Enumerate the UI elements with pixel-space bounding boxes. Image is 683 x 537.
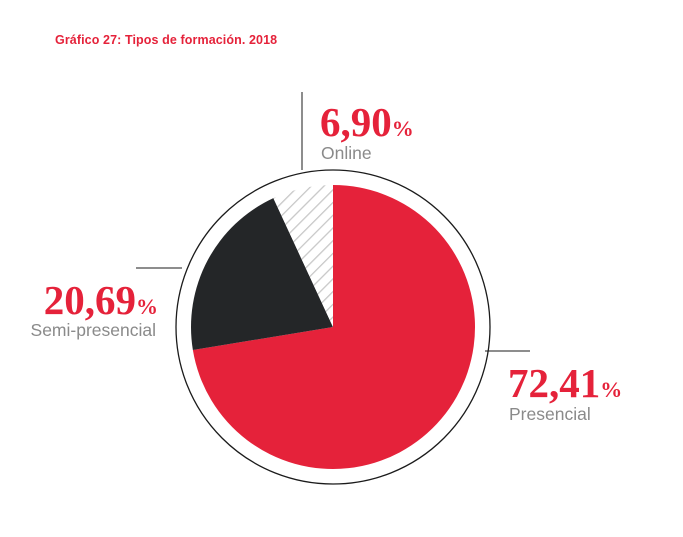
value-number-presencial: 72,41 <box>508 360 600 406</box>
value-number-online: 6,90 <box>320 99 392 145</box>
value-unit-online: % <box>392 116 414 141</box>
pie-slice-presencial <box>192 185 476 469</box>
value-label-online: 6,90% <box>320 99 414 145</box>
value-unit-presencial: % <box>600 377 622 402</box>
pie-slice-semi-presencial <box>191 198 333 351</box>
chart-title: Gráfico 27: Tipos de formación. 2018 <box>55 33 278 47</box>
value-label-semi-presencial: 20,69% <box>44 277 158 323</box>
value-unit-semi-presencial: % <box>136 294 158 319</box>
value-label-presencial: 72,41% <box>508 360 622 406</box>
category-label-semi-presencial: Semi-presencial <box>31 320 156 340</box>
pie-slice-online <box>273 185 333 327</box>
category-label-presencial: Presencial <box>509 404 591 424</box>
category-label-online: Online <box>321 143 372 163</box>
value-number-semi-presencial: 20,69 <box>44 277 136 323</box>
